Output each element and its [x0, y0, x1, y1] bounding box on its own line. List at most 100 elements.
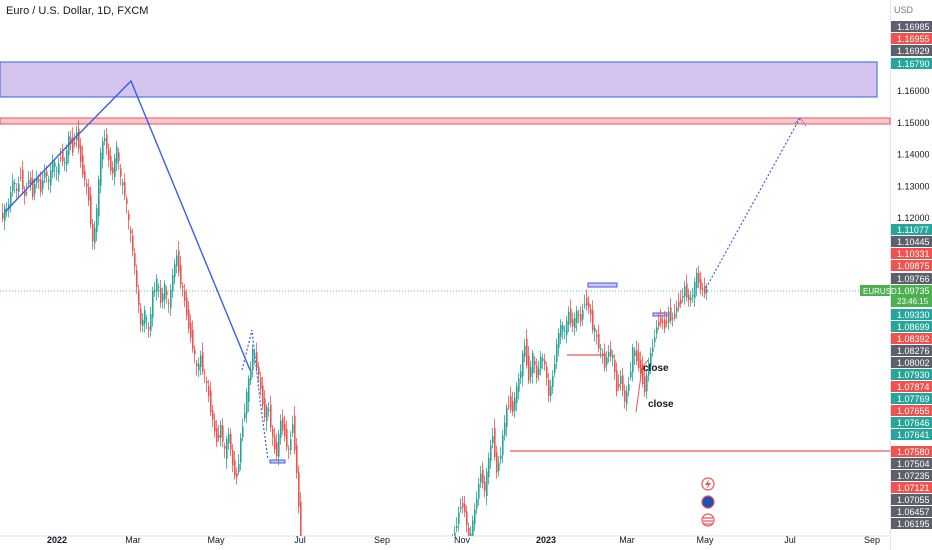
candle-body [536, 365, 538, 378]
candle-body [662, 321, 664, 323]
arrow-stroke [635, 359, 649, 413]
candle-body [554, 363, 556, 373]
candle-body [168, 302, 170, 304]
candle-body [638, 352, 640, 369]
candle-body [160, 288, 162, 303]
candle-body [62, 151, 64, 162]
price-label: 1.07655 [897, 406, 930, 416]
price-label-bg [891, 224, 932, 235]
candle-body [472, 520, 474, 536]
candle-body [520, 371, 522, 379]
candle-body [82, 155, 84, 175]
x-tick-label: Jul [784, 535, 796, 545]
candle-body [532, 353, 534, 374]
candle-body [108, 149, 110, 160]
lightning-glyph [705, 479, 711, 490]
price-label: 1.07646 [897, 418, 930, 428]
candle-body [654, 337, 656, 343]
candle-body [570, 308, 572, 324]
candle-body [114, 158, 116, 178]
candle-body [630, 371, 632, 378]
price-label: 1.16929 [897, 46, 930, 56]
candle-body [272, 428, 274, 437]
price-label: 1.09875 [897, 261, 930, 271]
price-label: 1.10331 [897, 249, 930, 259]
candle-body [634, 351, 636, 356]
candle-body [50, 170, 52, 186]
candle-body [116, 146, 118, 164]
candle-body [508, 405, 510, 407]
marker-box [587, 282, 618, 288]
candle-body [176, 255, 178, 267]
symbol-name: EURUSD [863, 287, 897, 296]
price-label: 1.07930 [897, 370, 930, 380]
symbol-tag [860, 285, 890, 296]
candle-body [514, 397, 516, 411]
eu-flag-icon [701, 495, 715, 509]
price-label-bg [891, 33, 932, 44]
candle-body [200, 355, 202, 368]
price-label: 1.07874 [897, 382, 930, 392]
candle-body [612, 355, 614, 359]
y-tick-label: 1.14000 [897, 150, 930, 160]
candle-body [14, 183, 16, 185]
candle-body [4, 207, 6, 221]
candle-body [282, 417, 284, 431]
candle-body [46, 171, 48, 176]
price-label: 1.07121 [897, 483, 930, 493]
candle-body [80, 145, 82, 162]
price-label: 1.07235 [897, 471, 930, 481]
candle-body [492, 436, 494, 444]
candle-body [606, 357, 608, 365]
candle-body [510, 396, 512, 410]
candle-body [144, 310, 146, 324]
candle-body [650, 352, 652, 367]
candle-body [228, 433, 230, 444]
candle-body [456, 525, 458, 529]
candle-body [568, 311, 570, 325]
price-label-bg [891, 458, 932, 469]
candle-body [74, 142, 76, 145]
candle-body [88, 186, 90, 201]
candle-body [156, 278, 158, 292]
candle-body [586, 297, 588, 306]
candle-body [268, 409, 270, 411]
candle-body [132, 235, 134, 251]
candle-body [700, 279, 702, 290]
candle-body [138, 290, 140, 306]
candle-body [216, 427, 218, 443]
price-label-bg [891, 321, 932, 332]
candle-body [274, 436, 276, 450]
x-tick-label: Mar [125, 535, 141, 545]
candle-body [608, 351, 610, 357]
price-label-bg [891, 21, 932, 32]
candle-body [580, 314, 582, 322]
close-annotation: close [648, 399, 674, 410]
price-label-bg [891, 405, 932, 416]
price-label-bg [891, 381, 932, 392]
candle-body [590, 309, 592, 315]
candle-body [694, 281, 696, 299]
candle-body [84, 170, 86, 180]
price-label-bg [891, 429, 932, 440]
candle-body [460, 507, 462, 509]
candle-body [78, 128, 80, 150]
candle-body [232, 450, 234, 466]
candle-body [560, 324, 562, 337]
x-tick-label: 2023 [536, 535, 556, 545]
candle-body [148, 326, 150, 330]
candle-body [550, 386, 552, 396]
price-label-bg [891, 248, 932, 259]
candle-body [256, 352, 258, 369]
candle-body [12, 181, 14, 191]
candle-body [56, 170, 58, 172]
x-tick-label: May [696, 535, 714, 545]
marker-box [269, 459, 286, 464]
candle-body [604, 352, 606, 368]
candle-body [566, 320, 568, 336]
candle-body [562, 325, 564, 331]
us-flag-icon [701, 513, 715, 527]
candle-body [666, 321, 668, 324]
candle-body [90, 195, 92, 224]
